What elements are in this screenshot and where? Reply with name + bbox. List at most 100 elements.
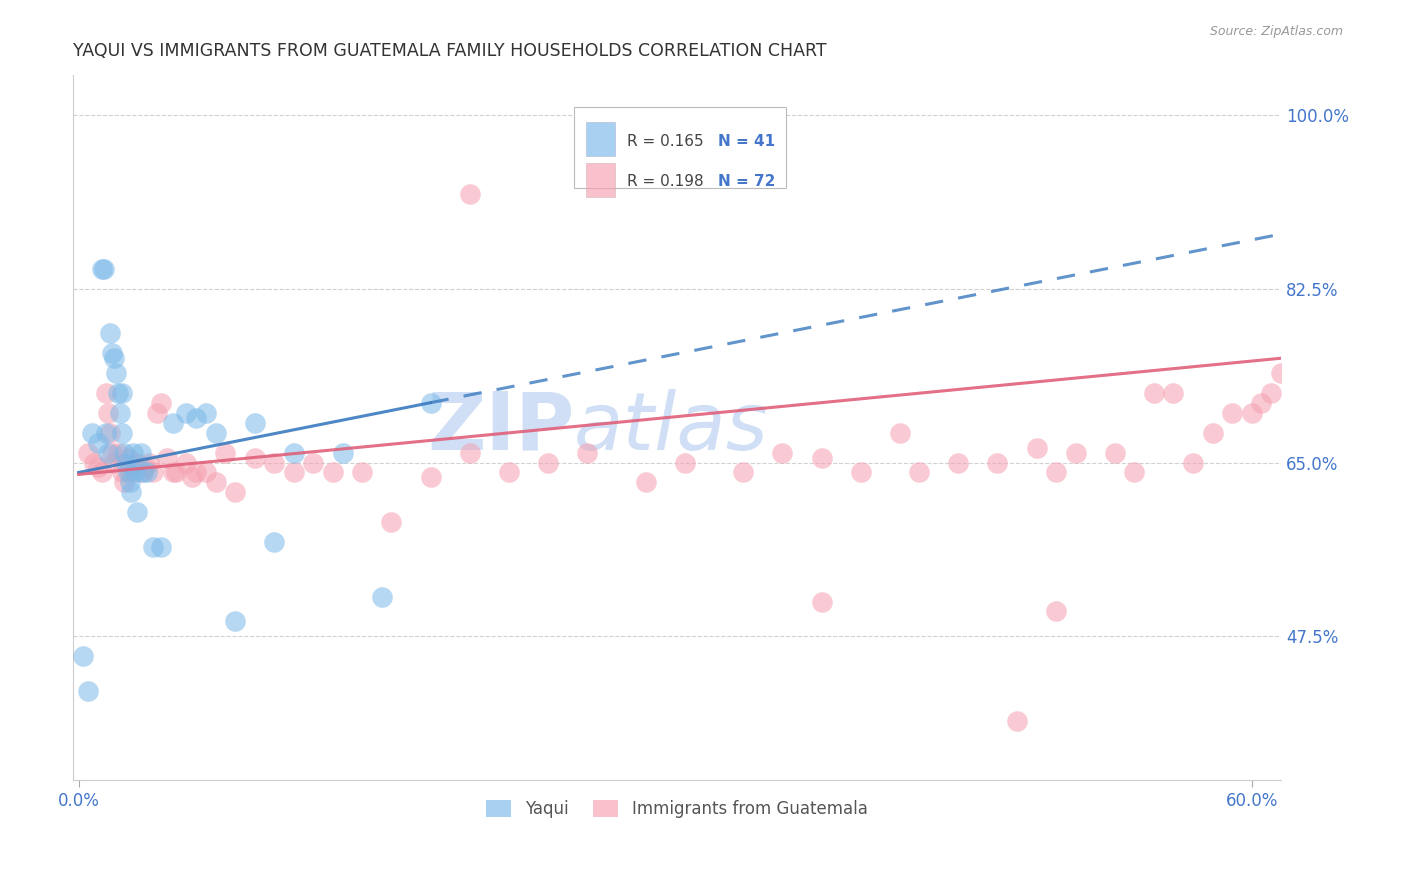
Point — [114, 456, 136, 470]
Point — [948, 456, 970, 470]
Point — [112, 445, 135, 459]
Point — [419, 396, 441, 410]
Point — [174, 456, 197, 470]
Point — [204, 425, 226, 440]
Point — [111, 386, 134, 401]
Text: atlas: atlas — [574, 389, 769, 467]
Point — [243, 450, 266, 465]
Point — [1104, 445, 1126, 459]
FancyBboxPatch shape — [574, 107, 786, 188]
Point — [87, 435, 110, 450]
Point — [108, 406, 131, 420]
Point — [103, 456, 125, 470]
Point — [149, 396, 172, 410]
Point — [87, 460, 110, 475]
Point — [184, 466, 207, 480]
Point — [194, 466, 217, 480]
Point — [146, 406, 169, 420]
Point — [1260, 386, 1282, 401]
Point — [1123, 466, 1146, 480]
Point — [107, 386, 129, 401]
Point — [97, 445, 120, 459]
Point — [332, 445, 354, 459]
Point — [214, 445, 236, 459]
Text: Source: ZipAtlas.com: Source: ZipAtlas.com — [1209, 25, 1343, 38]
Point — [122, 460, 145, 475]
Point — [263, 456, 285, 470]
Point — [575, 445, 598, 459]
Point — [458, 187, 481, 202]
Point — [93, 261, 115, 276]
Point — [138, 456, 160, 470]
Point — [111, 466, 134, 480]
Point — [889, 425, 911, 440]
Point — [77, 684, 100, 698]
Point — [1250, 396, 1272, 410]
Point — [224, 615, 246, 629]
Point — [94, 425, 117, 440]
FancyBboxPatch shape — [586, 122, 616, 156]
Point — [243, 416, 266, 430]
Point — [104, 366, 127, 380]
Point — [98, 425, 121, 440]
Point — [810, 594, 832, 608]
Point — [122, 445, 145, 459]
Point — [458, 445, 481, 459]
Point — [118, 475, 141, 490]
Point — [82, 425, 104, 440]
Point — [263, 535, 285, 549]
Point — [101, 445, 124, 459]
Point — [302, 456, 325, 470]
Point — [1045, 605, 1067, 619]
Point — [72, 649, 94, 664]
Point — [156, 450, 179, 465]
Point — [174, 406, 197, 420]
Point — [986, 456, 1008, 470]
Point — [1240, 406, 1263, 420]
Point — [132, 466, 155, 480]
Point — [127, 456, 149, 470]
Point — [184, 410, 207, 425]
Point — [83, 456, 105, 470]
Point — [352, 466, 374, 480]
Point — [1163, 386, 1185, 401]
Point — [322, 466, 344, 480]
Point — [101, 346, 124, 360]
Point — [162, 416, 184, 430]
Point — [97, 406, 120, 420]
Point — [1181, 456, 1204, 470]
Point — [117, 466, 139, 480]
Text: R = 0.165: R = 0.165 — [627, 134, 704, 149]
Point — [165, 466, 187, 480]
Point — [127, 505, 149, 519]
Point — [224, 485, 246, 500]
Point — [849, 466, 872, 480]
Point — [98, 326, 121, 341]
Legend: Yaqui, Immigrants from Guatemala: Yaqui, Immigrants from Guatemala — [479, 793, 875, 825]
Point — [1005, 714, 1028, 728]
Point — [380, 515, 402, 529]
Point — [162, 466, 184, 480]
Point — [103, 351, 125, 366]
Point — [129, 445, 152, 459]
Text: N = 72: N = 72 — [718, 175, 775, 189]
Point — [129, 466, 152, 480]
Point — [134, 460, 156, 475]
Point — [810, 450, 832, 465]
Text: YAQUI VS IMMIGRANTS FROM GUATEMALA FAMILY HOUSEHOLDS CORRELATION CHART: YAQUI VS IMMIGRANTS FROM GUATEMALA FAMIL… — [73, 42, 827, 60]
Point — [1045, 466, 1067, 480]
Point — [91, 261, 114, 276]
Text: R = 0.198: R = 0.198 — [627, 175, 704, 189]
Point — [112, 475, 135, 490]
Point — [283, 445, 305, 459]
Point — [107, 445, 129, 459]
Text: ZIP: ZIP — [427, 389, 574, 467]
Point — [537, 456, 560, 470]
Point — [118, 466, 141, 480]
Point — [149, 540, 172, 554]
Point — [673, 456, 696, 470]
Point — [634, 475, 657, 490]
Point — [283, 466, 305, 480]
Point — [1270, 366, 1292, 380]
Point — [124, 466, 146, 480]
